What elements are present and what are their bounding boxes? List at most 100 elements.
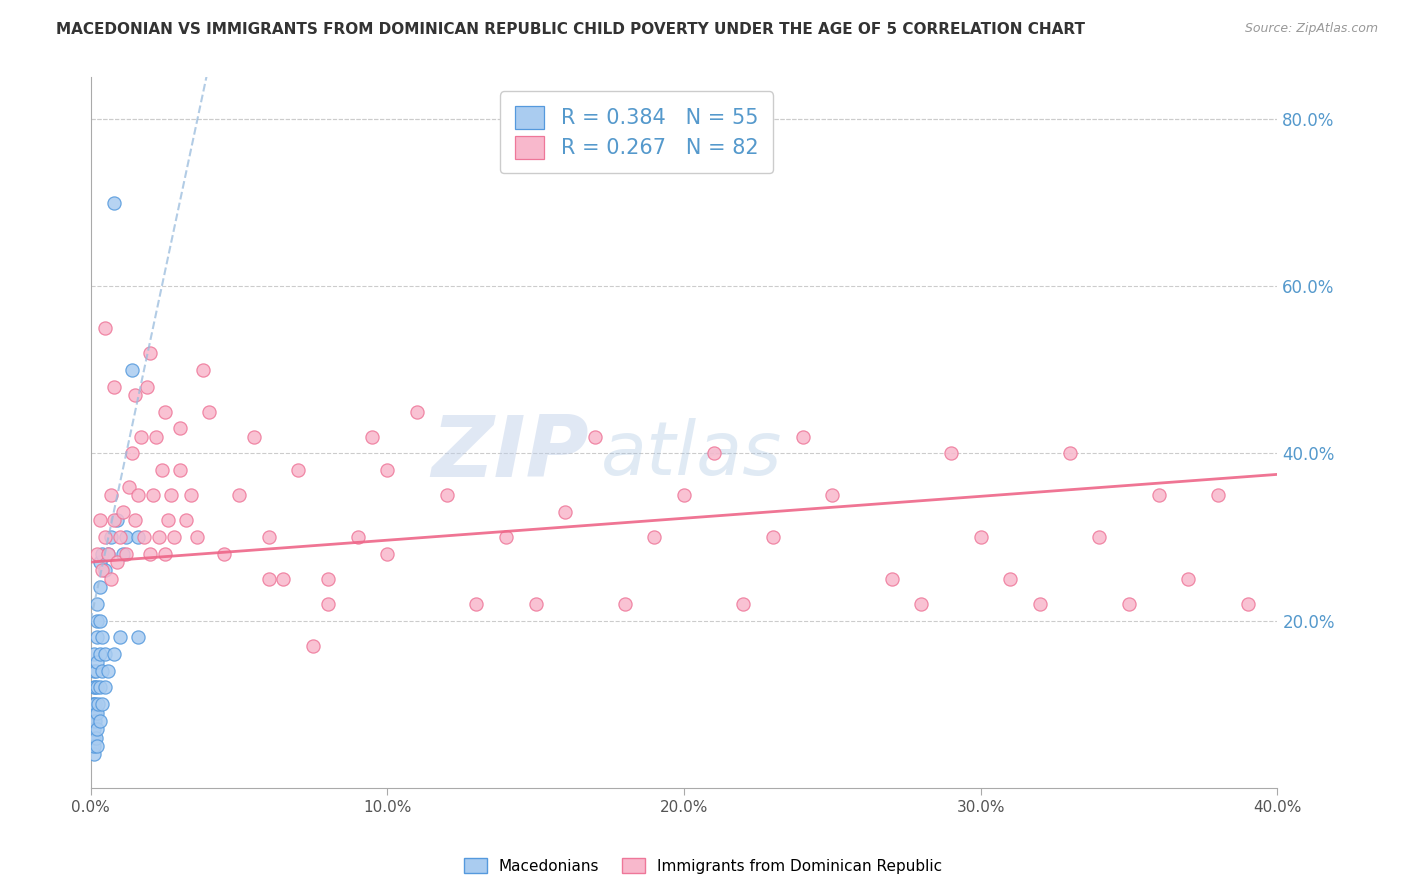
Point xyxy=(91,697,114,711)
Point xyxy=(115,530,138,544)
Point xyxy=(82,697,104,711)
Point xyxy=(121,446,143,460)
Point xyxy=(436,488,458,502)
Point xyxy=(83,681,105,695)
Point xyxy=(375,463,398,477)
Point xyxy=(156,513,179,527)
Point xyxy=(1236,597,1258,611)
Point xyxy=(97,547,120,561)
Point xyxy=(257,572,280,586)
Point xyxy=(91,564,114,578)
Point xyxy=(273,572,295,586)
Point xyxy=(153,547,176,561)
Point xyxy=(82,723,104,737)
Point xyxy=(89,681,111,695)
Point xyxy=(910,597,932,611)
Point xyxy=(153,405,176,419)
Point xyxy=(129,430,152,444)
Point xyxy=(257,530,280,544)
Point xyxy=(193,363,215,377)
Point xyxy=(83,731,105,745)
Text: atlas: atlas xyxy=(600,418,782,490)
Point xyxy=(83,664,105,678)
Point xyxy=(103,647,125,661)
Point xyxy=(495,530,517,544)
Point xyxy=(127,631,149,645)
Point xyxy=(86,547,108,561)
Point xyxy=(121,363,143,377)
Point xyxy=(94,564,117,578)
Point xyxy=(524,597,547,611)
Point xyxy=(86,681,108,695)
Point xyxy=(83,714,105,728)
Point xyxy=(84,731,107,745)
Point xyxy=(80,739,103,753)
Point xyxy=(112,547,135,561)
Point xyxy=(89,714,111,728)
Point xyxy=(733,597,755,611)
Point xyxy=(406,405,429,419)
Point xyxy=(1029,597,1052,611)
Point xyxy=(82,731,104,745)
Point xyxy=(103,195,125,210)
Point xyxy=(583,430,606,444)
Point xyxy=(86,614,108,628)
Point xyxy=(124,388,146,402)
Point xyxy=(316,597,339,611)
Point xyxy=(174,513,197,527)
Point xyxy=(316,572,339,586)
Point xyxy=(150,463,173,477)
Point xyxy=(1206,488,1229,502)
Point xyxy=(110,631,132,645)
Point xyxy=(880,572,903,586)
Point xyxy=(84,664,107,678)
Point xyxy=(86,631,108,645)
Point xyxy=(198,405,221,419)
Point xyxy=(554,505,576,519)
Point xyxy=(169,463,191,477)
Point xyxy=(89,580,111,594)
Point xyxy=(91,664,114,678)
Point xyxy=(103,513,125,527)
Point xyxy=(87,697,110,711)
Point xyxy=(105,555,128,569)
Point xyxy=(1177,572,1199,586)
Point xyxy=(821,488,844,502)
Point xyxy=(84,714,107,728)
Point xyxy=(84,697,107,711)
Point xyxy=(86,739,108,753)
Point xyxy=(83,697,105,711)
Point xyxy=(84,681,107,695)
Point xyxy=(118,480,141,494)
Point xyxy=(361,430,384,444)
Point xyxy=(100,530,122,544)
Point xyxy=(346,530,368,544)
Point xyxy=(94,321,117,335)
Point xyxy=(1118,597,1140,611)
Text: ZIP: ZIP xyxy=(432,412,589,495)
Point xyxy=(89,555,111,569)
Point xyxy=(89,614,111,628)
Point xyxy=(83,723,105,737)
Point xyxy=(132,530,155,544)
Point xyxy=(89,647,111,661)
Point xyxy=(97,547,120,561)
Point xyxy=(180,488,202,502)
Point xyxy=(163,530,186,544)
Point xyxy=(613,597,636,611)
Point xyxy=(139,547,162,561)
Point xyxy=(212,547,235,561)
Point xyxy=(86,597,108,611)
Point xyxy=(100,572,122,586)
Point xyxy=(672,488,695,502)
Point xyxy=(139,346,162,360)
Point xyxy=(86,706,108,720)
Point xyxy=(83,706,105,720)
Legend: Macedonians, Immigrants from Dominican Republic: Macedonians, Immigrants from Dominican R… xyxy=(457,852,949,880)
Point xyxy=(100,488,122,502)
Point xyxy=(83,747,105,762)
Point xyxy=(287,463,309,477)
Point xyxy=(970,530,993,544)
Point xyxy=(97,664,120,678)
Point xyxy=(159,488,181,502)
